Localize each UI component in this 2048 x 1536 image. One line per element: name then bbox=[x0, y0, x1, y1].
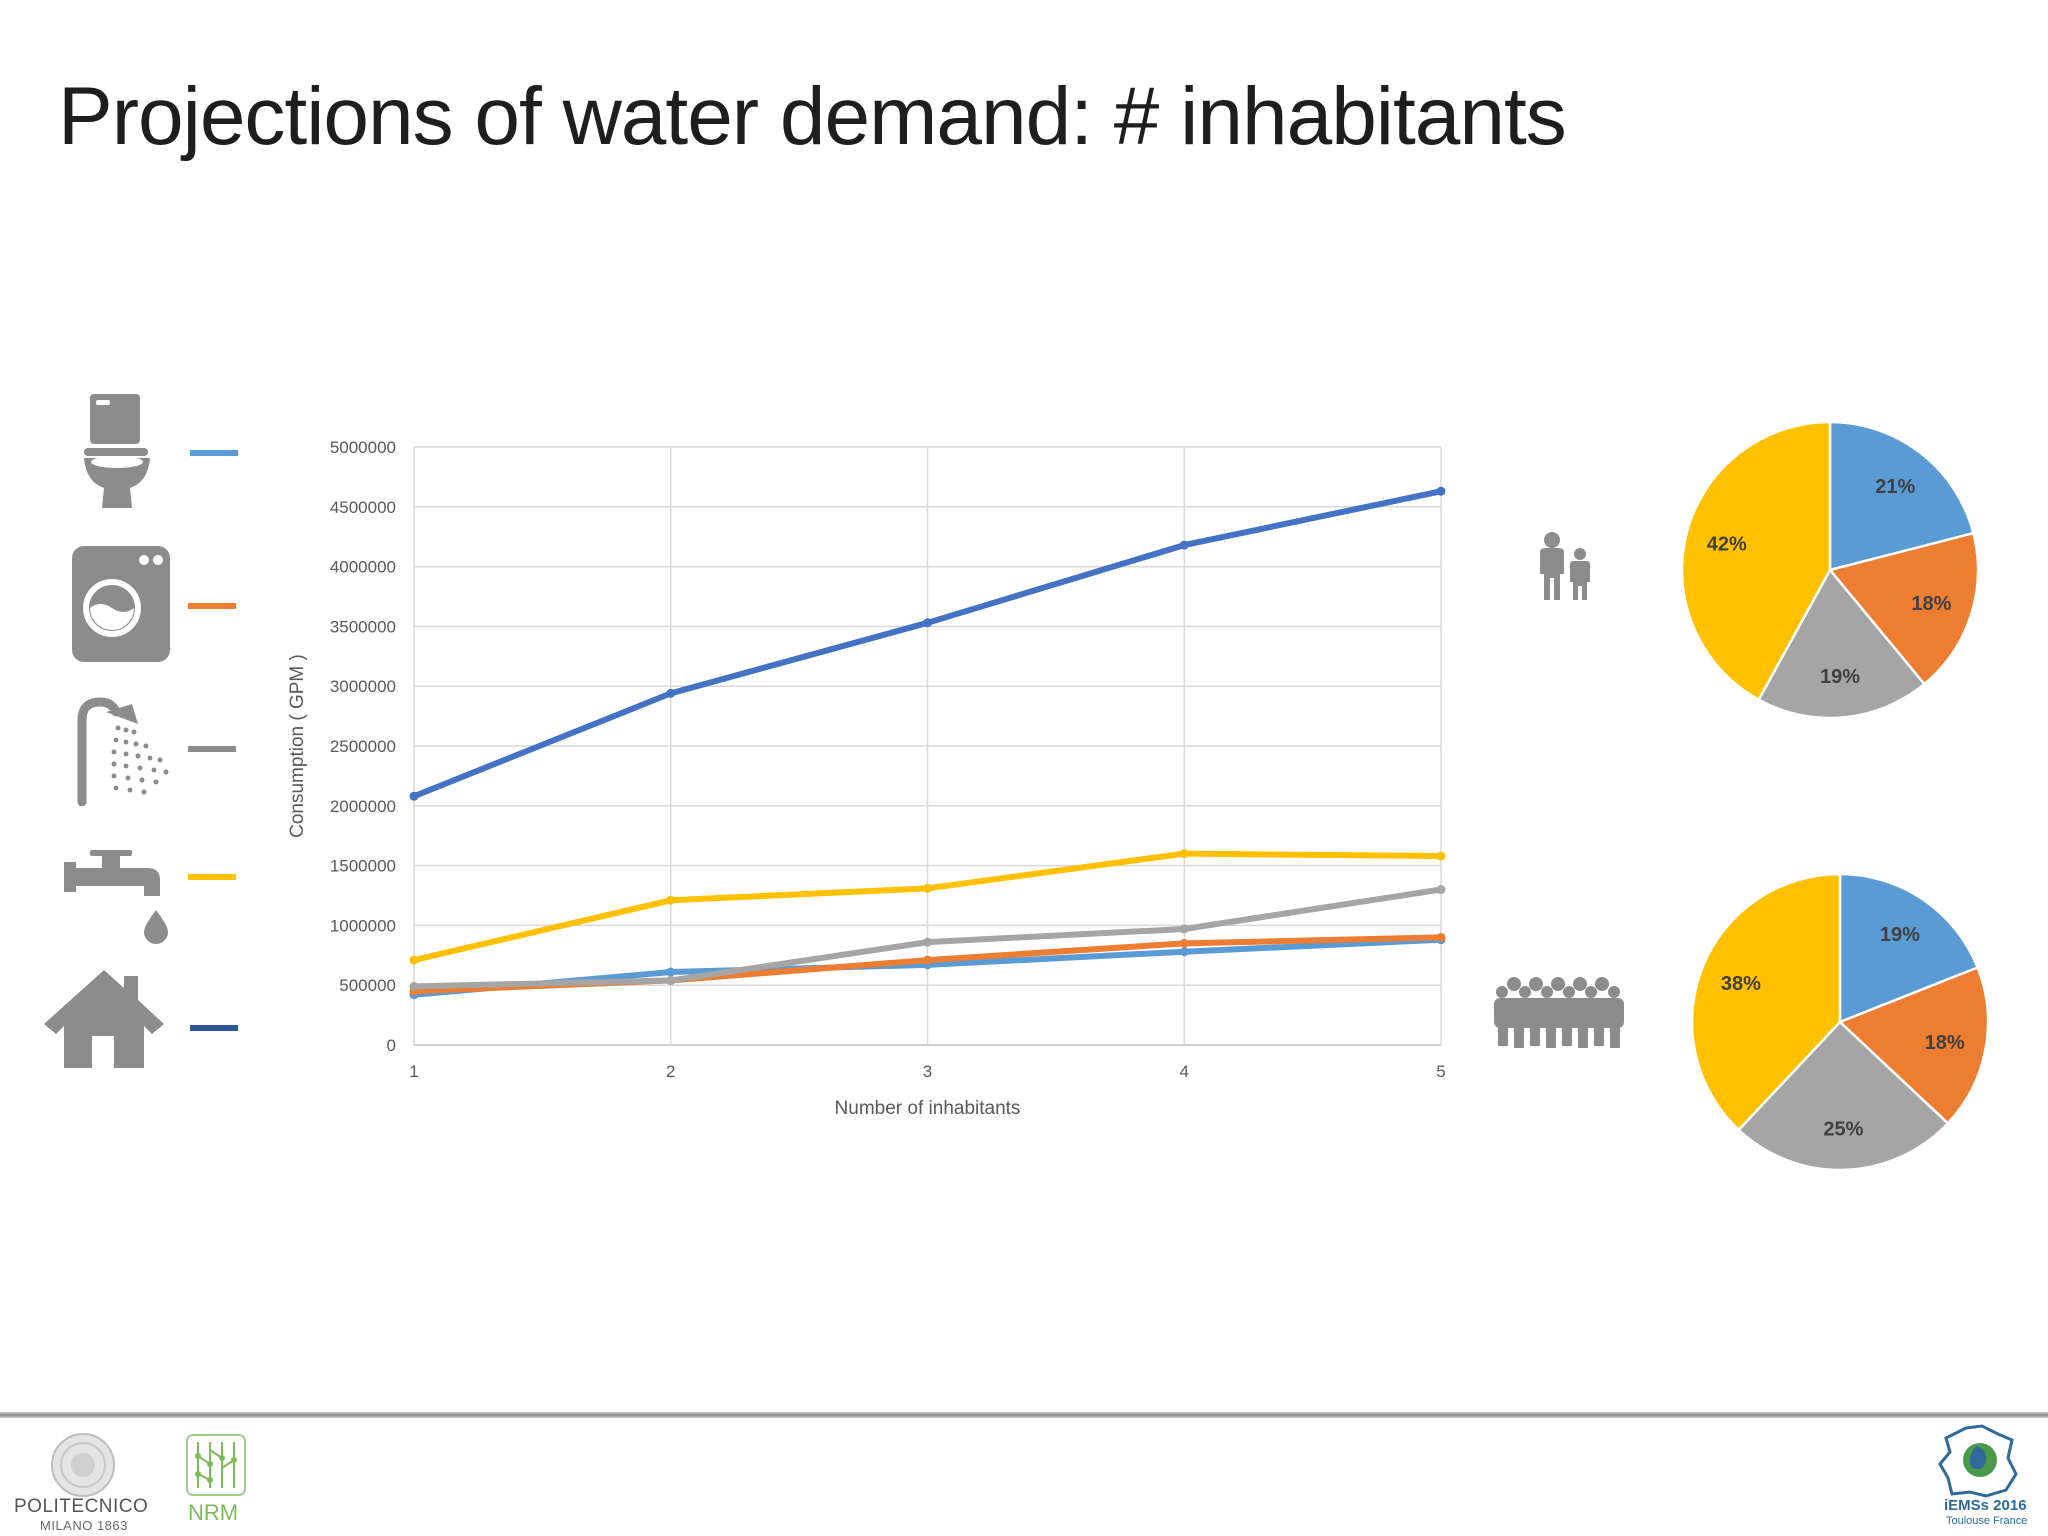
pie-slice bbox=[1757, 567, 1927, 720]
y-tick-label: 1500000 bbox=[330, 857, 396, 876]
data-point-total bbox=[1179, 540, 1189, 550]
data-point-total bbox=[923, 618, 932, 628]
pie-slice-label: 25% bbox=[1823, 1119, 1863, 1141]
nrm-logo-text: NRM bbox=[188, 1500, 239, 1525]
pie-slice bbox=[1837, 965, 1990, 1126]
y-tick-label: 500000 bbox=[339, 976, 396, 995]
y-axis-label: Consumption ( GPM ) bbox=[287, 654, 308, 838]
data-point-shower bbox=[923, 937, 932, 947]
slide-title: Projections of water demand: # inhabitan… bbox=[58, 71, 1567, 162]
data-point-shower bbox=[666, 975, 676, 985]
pie-slice-label: 42% bbox=[1707, 533, 1747, 555]
y-tick-label: 3000000 bbox=[330, 677, 396, 696]
y-tick-label: 0 bbox=[387, 1036, 396, 1055]
pie-slice bbox=[1838, 872, 1980, 1024]
iemss-logo-text: iEMSs 2016 bbox=[1944, 1497, 2027, 1514]
data-point-total bbox=[666, 688, 676, 698]
pie-slice bbox=[1736, 1020, 1950, 1172]
data-point-faucet bbox=[409, 955, 419, 965]
washing-machine-legend-swatch bbox=[188, 603, 236, 609]
data-point-faucet bbox=[1179, 849, 1189, 859]
total-legend-swatch bbox=[190, 1025, 238, 1031]
pie-slice-label: 18% bbox=[1911, 593, 1951, 615]
toilet-icon bbox=[84, 394, 150, 508]
pie-slice bbox=[1690, 872, 1842, 1132]
data-point-total bbox=[1436, 486, 1446, 496]
y-tick-label: 3500000 bbox=[330, 617, 396, 636]
iemss-logo-subtext: Toulouse France bbox=[1946, 1515, 2028, 1527]
x-tick-label: 1 bbox=[409, 1062, 418, 1081]
iemss-logo-map bbox=[1938, 1424, 2018, 1498]
x-tick-label: 3 bbox=[923, 1062, 932, 1081]
x-tick-label: 4 bbox=[1180, 1062, 1189, 1081]
pie-slice bbox=[1827, 531, 1980, 686]
data-point-shower bbox=[1179, 924, 1189, 934]
pie-slice-label: 21% bbox=[1875, 476, 1915, 498]
politecnico-seal-logo bbox=[51, 1433, 115, 1497]
pie-chart-small-household: 21% 18% 19% 42% bbox=[1680, 420, 1980, 720]
data-point-washing-machine bbox=[1436, 932, 1446, 942]
large-household-icon bbox=[1494, 977, 1624, 1048]
pie-slice-label: 38% bbox=[1721, 973, 1761, 995]
faucet-icon bbox=[64, 850, 168, 944]
pie-slice-label: 19% bbox=[1880, 924, 1920, 946]
pie-chart-large-household: 19% 18% 25% 38% bbox=[1690, 872, 1990, 1172]
data-point-faucet bbox=[923, 883, 932, 893]
shower-icon bbox=[77, 697, 169, 806]
politecnico-logo-text: POLITECNICO bbox=[14, 1496, 149, 1517]
data-point-toilet bbox=[1179, 947, 1189, 957]
politecnico-logo-subtext: MILANO 1863 bbox=[40, 1518, 128, 1533]
y-tick-label: 2500000 bbox=[330, 737, 396, 756]
data-point-faucet bbox=[666, 895, 676, 905]
house-icon bbox=[44, 970, 164, 1068]
data-point-toilet bbox=[666, 967, 676, 977]
washing-machine-icon bbox=[72, 546, 170, 662]
y-tick-label: 4000000 bbox=[330, 558, 396, 577]
y-tick-label: 1000000 bbox=[330, 916, 396, 935]
footer-divider bbox=[0, 1412, 2048, 1418]
pie-slice bbox=[1828, 420, 1975, 572]
y-tick-label: 5000000 bbox=[330, 438, 396, 457]
toilet-legend-swatch bbox=[190, 450, 238, 456]
data-point-faucet bbox=[1436, 851, 1446, 861]
data-point-total bbox=[409, 791, 419, 801]
y-tick-label: 2000000 bbox=[330, 797, 396, 816]
data-point-washing-machine bbox=[1179, 938, 1189, 948]
pie-slice-label: 18% bbox=[1925, 1032, 1965, 1054]
x-tick-label: 5 bbox=[1436, 1062, 1445, 1081]
small-household-icon bbox=[1540, 532, 1590, 600]
pie-slice-label: 19% bbox=[1820, 666, 1860, 688]
faucet-legend-swatch bbox=[188, 874, 236, 880]
y-tick-label: 4500000 bbox=[330, 498, 396, 517]
pie-slice bbox=[1680, 420, 1832, 702]
data-point-washing-machine bbox=[923, 955, 932, 965]
shower-legend-swatch bbox=[188, 746, 236, 752]
nrm-logo bbox=[186, 1434, 246, 1496]
data-point-shower bbox=[1436, 885, 1446, 895]
x-axis-label: Number of inhabitants bbox=[835, 1098, 1021, 1119]
data-point-shower bbox=[409, 981, 419, 991]
consumption-line-chart: 0 500000 1000000 1500000 2000000 2500000 30000… bbox=[287, 438, 1446, 1119]
x-tick-label: 2 bbox=[666, 1062, 675, 1081]
